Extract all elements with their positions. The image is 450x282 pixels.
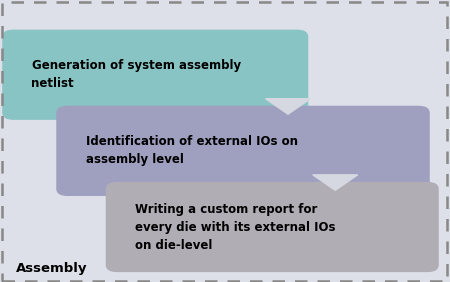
Polygon shape	[266, 99, 310, 114]
Text: Writing a custom report for
every die with its external IOs
on die-level: Writing a custom report for every die wi…	[135, 202, 336, 252]
FancyBboxPatch shape	[2, 30, 308, 120]
Text: Generation of system assembly
netlist: Generation of system assembly netlist	[32, 59, 241, 90]
Polygon shape	[313, 175, 358, 190]
Text: Identification of external IOs on
assembly level: Identification of external IOs on assemb…	[86, 135, 297, 166]
FancyBboxPatch shape	[106, 182, 439, 272]
Text: Assembly: Assembly	[16, 262, 87, 275]
FancyBboxPatch shape	[56, 106, 430, 196]
